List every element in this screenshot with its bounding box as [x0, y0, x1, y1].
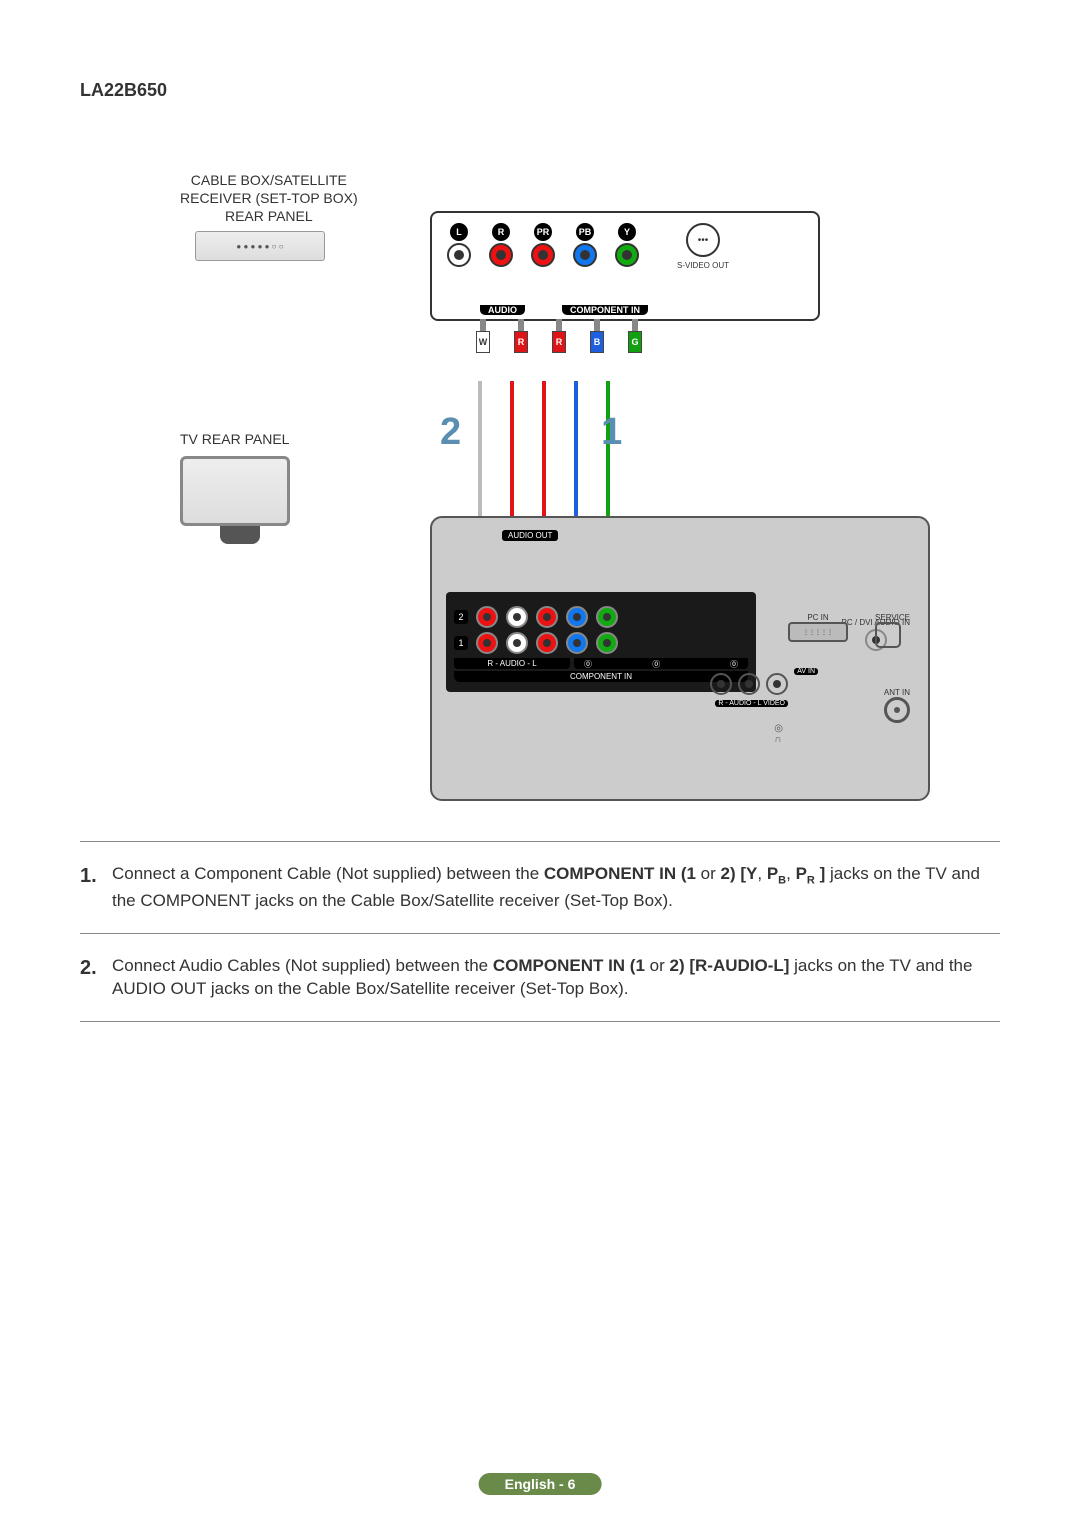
tv-jack	[596, 632, 618, 654]
ant-in-label: ANT IN	[884, 688, 910, 697]
step-number: 1.	[80, 862, 102, 913]
av-in-jacks	[710, 673, 788, 695]
audio-group-label: AUDIO	[480, 305, 525, 315]
stb-label: CABLE BOX/SATELLITE RECEIVER (SET-TOP BO…	[180, 171, 358, 226]
stb-jack-pr: PR	[531, 223, 555, 267]
pc-in-label: PC IN	[788, 613, 848, 622]
stb-device-graphic: ● ● ● ● ● ○ ○	[195, 231, 325, 261]
plug-r2-top: R	[549, 319, 569, 379]
row-2-number: 2	[454, 610, 468, 624]
jack-label-l: L	[450, 223, 468, 241]
stb-svideo: S-VIDEO OUT	[677, 223, 729, 270]
connection-diagram: CABLE BOX/SATELLITE RECEIVER (SET-TOP BO…	[80, 131, 1000, 811]
stb-jack-pb: PB	[573, 223, 597, 267]
jack-label-r: R	[492, 223, 510, 241]
tv-jack	[506, 632, 528, 654]
svideo-label: S-VIDEO OUT	[677, 261, 729, 270]
component-group-label: COMPONENT IN	[562, 305, 648, 315]
svideo-jack	[686, 223, 720, 257]
page-footer: English - 6	[479, 1473, 602, 1495]
divider	[80, 1021, 1000, 1022]
antenna-port	[884, 697, 910, 723]
rca-jack	[615, 243, 639, 267]
step-text: Connect Audio Cables (Not supplied) betw…	[112, 954, 1000, 1002]
headphone-icon: ◎∩	[774, 723, 783, 745]
av-in-label: AV IN	[794, 668, 818, 675]
jack-label-pb: PB	[576, 223, 594, 241]
tv-jack	[476, 632, 498, 654]
tv-rear-panel-label: TV REAR PANEL	[180, 431, 289, 447]
vga-port: ⋮⋮⋮⋮⋮	[788, 622, 848, 642]
plug-g-top: G	[625, 319, 645, 379]
instructions: 1. Connect a Component Cable (Not suppli…	[80, 862, 1000, 1022]
plug-w-top: W	[473, 319, 493, 379]
tv-jack	[566, 606, 588, 628]
row-1-number: 1	[454, 636, 468, 650]
step-text: Connect a Component Cable (Not supplied)…	[112, 862, 1000, 913]
tv-jack	[596, 606, 618, 628]
step-1-callout: 1	[601, 411, 622, 454]
service-port	[875, 622, 901, 648]
tv-jack	[536, 606, 558, 628]
jack-label-y: Y	[618, 223, 636, 241]
tv-rear-panel: AUDIO OUT 2 1 R - AUDIO - L	[430, 516, 930, 801]
tv-jack	[506, 606, 528, 628]
audio-sublabel: R - AUDIO - L	[454, 658, 570, 669]
tv-jack	[536, 632, 558, 654]
step-2-callout: 2	[440, 411, 461, 454]
top-plugs: W R R B G	[473, 319, 645, 379]
stb-label-line1: CABLE BOX/SATELLITE	[180, 171, 358, 189]
divider	[80, 933, 1000, 934]
stb-label-line3: REAR PANEL	[180, 207, 358, 225]
instruction-step-1: 1. Connect a Component Cable (Not suppli…	[80, 862, 1000, 913]
av-sub-label: R - AUDIO - L VIDEO	[715, 700, 788, 707]
stb-rear-panel: L R PR PB Y S-VIDEO OUT	[430, 211, 820, 321]
rca-jack	[489, 243, 513, 267]
rca-jack	[531, 243, 555, 267]
stb-jack-r: R	[489, 223, 513, 267]
plug-b-top: B	[587, 319, 607, 379]
stb-label-line2: RECEIVER (SET-TOP BOX)	[180, 189, 358, 207]
stb-jack-y: Y	[615, 223, 639, 267]
step-number-callouts: 2 1	[440, 411, 622, 454]
step-number: 2.	[80, 954, 102, 1002]
rca-jack	[573, 243, 597, 267]
stb-jack-l: L	[447, 223, 471, 267]
tv-jack	[476, 606, 498, 628]
divider	[80, 841, 1000, 842]
component-in-label: COMPONENT IN	[454, 671, 748, 682]
service-label: SERVICE	[875, 613, 910, 622]
audio-out-label: AUDIO OUT	[502, 530, 558, 541]
tv-jack	[566, 632, 588, 654]
tv-graphic	[180, 456, 300, 546]
plug-r-top: R	[511, 319, 531, 379]
rca-jack	[447, 243, 471, 267]
instruction-step-2: 2. Connect Audio Cables (Not supplied) b…	[80, 954, 1000, 1002]
model-number: LA22B650	[80, 80, 1000, 101]
jack-label-pr: PR	[534, 223, 552, 241]
